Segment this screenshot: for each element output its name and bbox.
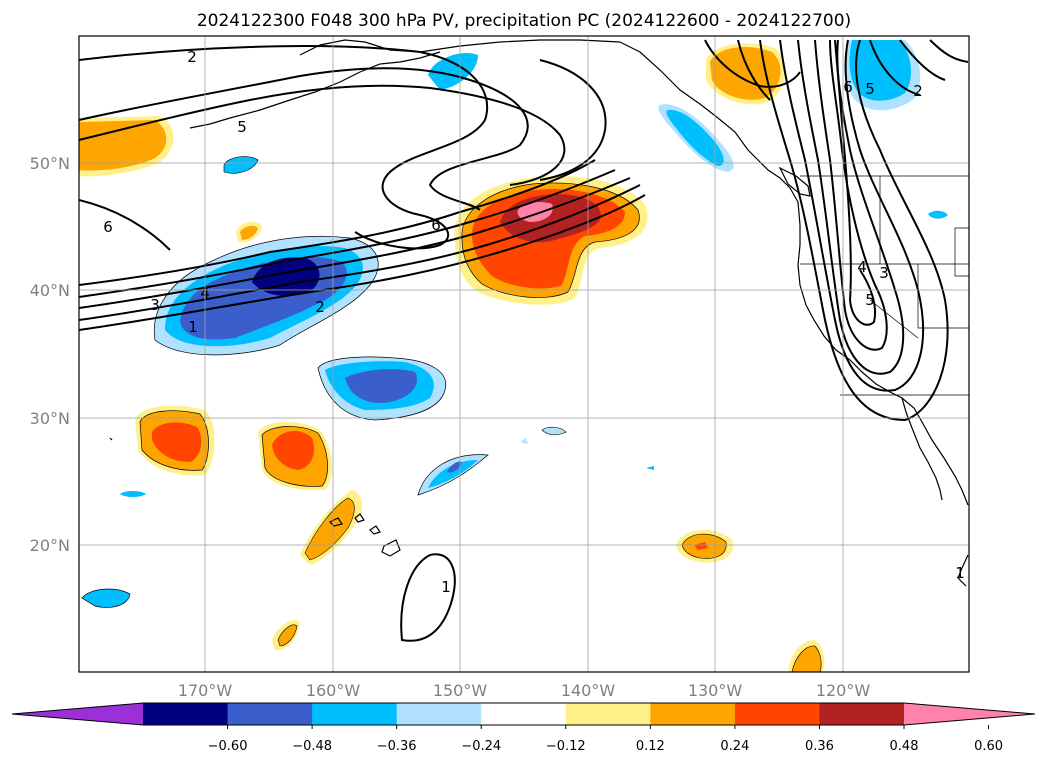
contour-label: 5 bbox=[237, 118, 247, 136]
lon-label-170w: 170°W bbox=[178, 681, 233, 700]
colorbar: −0.60 −0.48 −0.36 −0.24 −0.12 0.12 0.24 0.36 0.4… bbox=[11, 702, 1036, 754]
colorbar-segment bbox=[143, 703, 229, 725]
lon-label-140w: 140°W bbox=[561, 681, 616, 700]
colorbar-tick-label: 0.48 bbox=[890, 739, 919, 754]
colorbar-tick-label: 0.12 bbox=[636, 739, 665, 754]
contour-label: 1 bbox=[441, 578, 451, 596]
colorbar-tick-label: 0.60 bbox=[974, 739, 1003, 754]
contour-label: 2 bbox=[187, 48, 197, 66]
lon-label-130w: 130°W bbox=[688, 681, 743, 700]
pv-contours bbox=[79, 39, 969, 642]
positive-anomaly-northeast-pacific bbox=[454, 176, 648, 305]
contour-label: 2 bbox=[913, 82, 923, 100]
map-panel: 2 5 6 6 4 3 2 1 1 6 5 2 4 3 5 1 bbox=[78, 35, 970, 673]
contour-label: 6 bbox=[431, 216, 441, 234]
longitude-labels: 170°W 160°W 150°W 140°W 130°W 120°W bbox=[178, 681, 871, 700]
figure-title: 2024122300 F048 300 hPa PV, precipitatio… bbox=[197, 11, 851, 31]
contour-label: 3 bbox=[879, 264, 889, 282]
colorbar-tick-label: −0.36 bbox=[377, 739, 417, 754]
contour-label: 4 bbox=[857, 258, 867, 276]
lat-label-30n: 30°N bbox=[30, 409, 70, 428]
lat-label-40n: 40°N bbox=[30, 281, 70, 300]
colorbar-segment bbox=[734, 703, 820, 725]
colorbar-extend-max bbox=[904, 703, 1035, 725]
map-frame bbox=[78, 35, 970, 673]
lon-label-120w: 120°W bbox=[816, 681, 871, 700]
colorbar-segment bbox=[565, 703, 651, 725]
colorbar-tick-label: −0.60 bbox=[208, 739, 248, 754]
colorbar-extend-min bbox=[12, 703, 143, 725]
contour-label: 1 bbox=[188, 318, 198, 336]
colorbar-segment bbox=[819, 703, 905, 725]
contour-label: 6 bbox=[843, 78, 853, 96]
contour-label: 2 bbox=[315, 298, 325, 316]
precipitation-fields bbox=[79, 40, 948, 672]
contour-label: 3 bbox=[150, 296, 160, 314]
colorbar-tick-label: 0.24 bbox=[720, 739, 749, 754]
borders bbox=[800, 175, 969, 396]
colorbar-tick-label: −0.12 bbox=[546, 739, 586, 754]
colorbar-tick-label: −0.48 bbox=[292, 739, 332, 754]
contour-label: 5 bbox=[865, 80, 875, 98]
colorbar-tick-label: −0.24 bbox=[461, 739, 501, 754]
colorbar-outline bbox=[11, 702, 1036, 726]
colorbar-segment bbox=[481, 703, 567, 725]
colorbar-segment bbox=[396, 703, 482, 725]
colorbar-segment bbox=[227, 703, 313, 725]
contour-label: 1 bbox=[955, 564, 965, 582]
gridlines bbox=[79, 36, 969, 672]
lat-label-20n: 20°N bbox=[30, 536, 70, 555]
latitude-labels: 50°N 40°N 30°N 20°N bbox=[30, 154, 70, 555]
colorbar-segment bbox=[312, 703, 398, 725]
lon-label-160w: 160°W bbox=[306, 681, 361, 700]
lon-label-150w: 150°W bbox=[433, 681, 488, 700]
negative-anomaly-central bbox=[317, 356, 447, 421]
colorbar-segment bbox=[650, 703, 736, 725]
contour-label: 5 bbox=[865, 291, 875, 309]
colorbar-tick-label: 0.36 bbox=[805, 739, 834, 754]
lat-label-50n: 50°N bbox=[30, 154, 70, 173]
contour-label: 6 bbox=[103, 218, 113, 236]
